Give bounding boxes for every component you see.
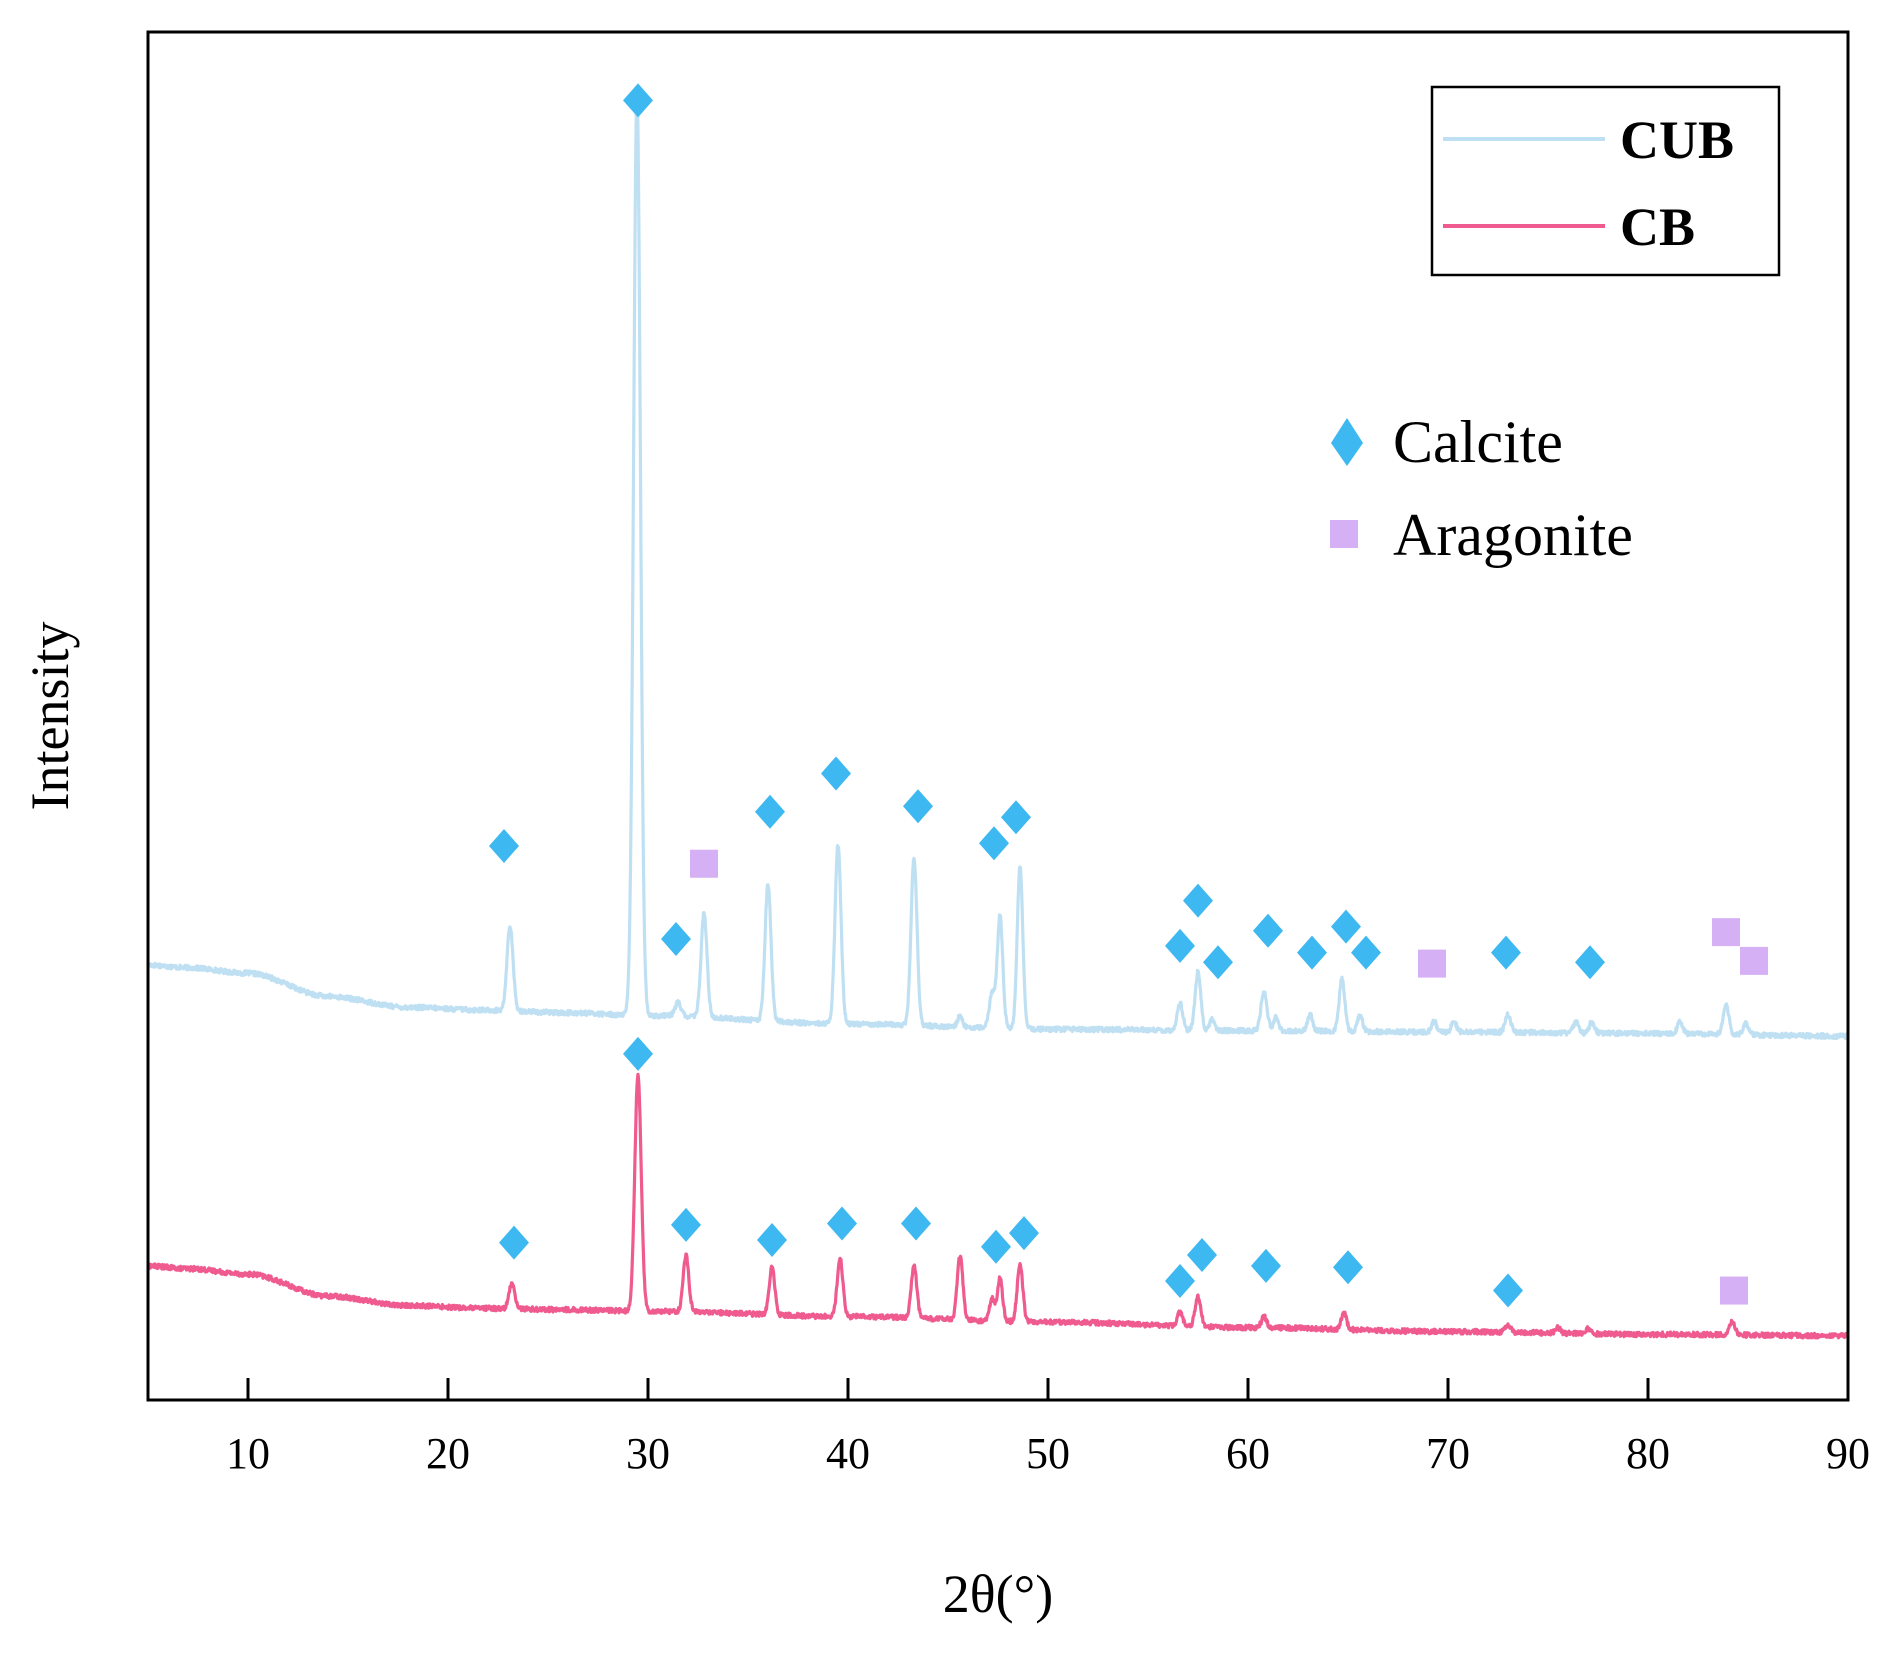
calcite-marker (1203, 945, 1233, 980)
y-axis-title: Intensity (20, 622, 80, 811)
legend-label-cb: CB (1620, 197, 1695, 257)
calcite-marker (489, 828, 519, 863)
calcite-marker (661, 921, 691, 956)
aragonite-marker (1712, 918, 1740, 947)
calcite-marker (499, 1225, 529, 1260)
phase-legend: Calcite Aragonite (1330, 409, 1633, 568)
calcite-marker (1575, 945, 1605, 980)
calcite-marker (755, 794, 785, 829)
aragonite-marker (1418, 949, 1446, 978)
calcite-marker (757, 1222, 787, 1257)
x-tick-label: 50 (1026, 1429, 1070, 1478)
calcite-marker (901, 1206, 931, 1241)
calcite-marker (671, 1207, 701, 1242)
calcite-marker (1491, 935, 1521, 970)
calcite-marker (1009, 1216, 1039, 1251)
plot-frame (146, 30, 1850, 1402)
calcite-marker (623, 83, 653, 118)
x-tick-label: 10 (226, 1429, 270, 1478)
calcite-marker (1187, 1237, 1217, 1272)
x-tick-label: 90 (1826, 1429, 1870, 1478)
calcite-marker (903, 789, 933, 824)
series-line-cb (146, 1072, 1850, 1340)
x-axis-ticks: 10 20 30 40 50 60 70 80 90 (226, 1378, 1870, 1478)
calcite-marker (1165, 928, 1195, 963)
calcite-marker (1001, 800, 1031, 835)
x-tick-label: 20 (426, 1429, 470, 1478)
x-tick-label: 30 (626, 1429, 670, 1478)
legend: CUB CB (1430, 85, 1781, 277)
calcite-marker (1251, 1248, 1281, 1283)
calcite-marker (1183, 883, 1213, 918)
aragonite-square-icon (1330, 520, 1358, 548)
calcite-marker (1297, 935, 1327, 970)
phase-marker-layer (489, 83, 1768, 1308)
calcite-marker (1331, 909, 1361, 944)
aragonite-marker (690, 849, 718, 878)
x-axis-title: 2θ(°) (943, 1564, 1053, 1624)
x-tick-label: 80 (1626, 1429, 1670, 1478)
series-line-cub (146, 91, 1850, 1041)
phase-legend-calcite: Calcite (1393, 409, 1563, 475)
legend-label-cub: CUB (1620, 110, 1734, 170)
series-layer (146, 91, 1850, 1340)
aragonite-marker (1720, 1276, 1748, 1305)
calcite-marker (623, 1036, 653, 1071)
calcite-marker (1493, 1273, 1523, 1308)
calcite-marker (1165, 1263, 1195, 1298)
calcite-marker (1253, 913, 1283, 948)
x-tick-label: 70 (1426, 1429, 1470, 1478)
x-tick-label: 60 (1226, 1429, 1270, 1478)
calcite-marker (981, 1229, 1011, 1264)
calcite-marker (827, 1206, 857, 1241)
calcite-marker (1333, 1250, 1363, 1285)
calcite-diamond-icon (1331, 418, 1363, 466)
legend-box (1430, 85, 1781, 277)
phase-legend-aragonite: Aragonite (1393, 502, 1633, 568)
aragonite-marker (1740, 946, 1768, 975)
x-tick-label: 40 (826, 1429, 870, 1478)
calcite-marker (1351, 935, 1381, 970)
calcite-marker (821, 756, 851, 791)
calcite-marker (979, 826, 1009, 861)
